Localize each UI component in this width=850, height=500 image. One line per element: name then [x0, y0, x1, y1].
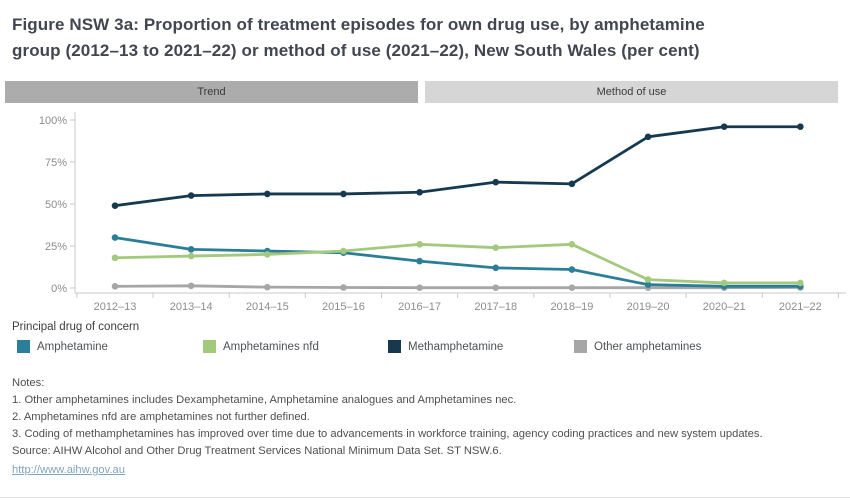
x-tick-label: 2012–13 — [94, 301, 137, 313]
trend-line-chart: 0% 25% 50% 75% 100% 2012–13 2013–14 2014–15 2015… — [0, 108, 850, 320]
view-tab-bar: Trend Method of use — [5, 81, 838, 103]
data-point-methamphetamine[interactable] — [264, 190, 271, 198]
y-tick-label: 50% — [45, 199, 67, 211]
tab-method-of-use[interactable]: Method of use — [425, 81, 838, 103]
x-tick-label: 2016–17 — [398, 301, 441, 313]
y-tick-label: 0% — [51, 283, 67, 295]
data-point-amphetamine[interactable] — [492, 264, 500, 272]
data-point-methamphetamine[interactable] — [111, 202, 119, 209]
notes-heading: Notes: — [12, 377, 45, 389]
data-point-methamphetamine[interactable] — [568, 180, 576, 188]
notes-block: Notes: 1. Other amphetamines includes De… — [12, 375, 804, 479]
legend-title: Principal drug of concern — [12, 321, 140, 333]
source-text: Source: AIHW Alcohol and Other Drug Trea… — [12, 445, 502, 457]
legend-label: Methamphetamine — [408, 340, 504, 353]
data-point-other-amphetamines[interactable] — [416, 284, 423, 291]
data-point-methamphetamine[interactable] — [340, 190, 347, 198]
aihw-link[interactable]: http://www.aihw.gov.au — [12, 464, 125, 476]
data-point-amphetamines-nfd[interactable] — [340, 247, 347, 255]
note-1: 1. Other amphetamines includes Dexamphet… — [12, 394, 517, 406]
data-point-other-amphetamines[interactable] — [568, 284, 576, 291]
data-point-amphetamines-nfd[interactable] — [416, 241, 423, 248]
legend-swatch — [17, 340, 30, 353]
data-point-other-amphetamines[interactable] — [187, 282, 195, 290]
figure-title-line2: group (2012–13 to 2021–22) or method of … — [12, 41, 700, 60]
data-point-amphetamines-nfd[interactable] — [720, 279, 728, 287]
data-point-amphetamines-nfd[interactable] — [797, 279, 804, 287]
legend-swatch — [388, 340, 401, 353]
legend-swatch — [203, 340, 216, 353]
data-point-other-amphetamines[interactable] — [264, 283, 271, 291]
series-line-amphetamines-nfd — [113, 242, 802, 285]
data-point-methamphetamine[interactable] — [416, 188, 423, 196]
y-tick-label: 25% — [45, 241, 67, 253]
data-point-methamphetamine[interactable] — [797, 123, 804, 131]
data-point-methamphetamine[interactable] — [644, 133, 652, 141]
figure-title: Figure NSW 3a: Proportion of treatment e… — [12, 12, 838, 64]
data-point-amphetamines-nfd[interactable] — [492, 244, 500, 251]
legend-label: Other amphetamines — [594, 340, 702, 353]
series-line-amphetamine — [113, 236, 802, 288]
legend-label: Amphetamine — [37, 340, 108, 353]
series-line-methamphetamine — [113, 125, 802, 208]
data-point-methamphetamine[interactable] — [492, 178, 500, 186]
bottom-divider — [0, 497, 850, 498]
data-point-other-amphetamines[interactable] — [111, 283, 119, 290]
x-tick-label: 2020–21 — [703, 301, 746, 313]
data-point-other-amphetamines[interactable] — [340, 284, 347, 291]
legend-item-other-amphetamines[interactable]: Other amphetamines — [574, 340, 701, 353]
data-point-amphetamines-nfd[interactable] — [111, 254, 119, 262]
data-point-other-amphetamines[interactable] — [492, 284, 500, 291]
figure-title-line1: Figure NSW 3a: Proportion of treatment e… — [12, 15, 705, 34]
series-line-other-amphetamines — [113, 284, 802, 290]
data-point-amphetamine[interactable] — [416, 257, 423, 265]
data-point-methamphetamine[interactable] — [187, 192, 195, 199]
y-tick-label: 100% — [39, 115, 67, 127]
legend-label: Amphetamines nfd — [223, 340, 319, 353]
data-point-amphetamines-nfd[interactable] — [644, 276, 652, 283]
x-tick-label: 2018–19 — [550, 301, 593, 313]
x-tick-label: 2015–16 — [322, 301, 365, 313]
x-tick-label: 2013–14 — [170, 301, 213, 313]
data-point-amphetamines-nfd[interactable] — [187, 252, 195, 260]
legend-swatch — [574, 340, 587, 353]
data-point-amphetamines-nfd[interactable] — [568, 241, 576, 248]
x-tick-label: 2014–15 — [246, 301, 289, 313]
legend: Amphetamine Amphetamines nfd Methamphetami… — [0, 340, 850, 358]
legend-item-amphetamines-nfd[interactable]: Amphetamines nfd — [203, 340, 319, 353]
legend-item-methamphetamine[interactable]: Methamphetamine — [388, 340, 503, 353]
data-point-amphetamine[interactable] — [111, 234, 119, 241]
trend-chart-svg: 0% 25% 50% 75% 100% 2012–13 2013–14 2014–15 2015… — [39, 112, 846, 313]
data-point-amphetamine[interactable] — [187, 246, 195, 253]
data-point-amphetamine[interactable] — [568, 266, 576, 273]
legend-item-amphetamine[interactable]: Amphetamine — [17, 340, 108, 353]
y-tick-label: 75% — [45, 157, 67, 169]
data-point-amphetamine[interactable] — [644, 281, 652, 288]
x-tick-label: 2017–18 — [474, 301, 517, 313]
data-point-methamphetamine[interactable] — [720, 123, 728, 131]
note-3: 3. Coding of methamphetamines has improv… — [12, 428, 763, 440]
tab-trend[interactable]: Trend — [5, 81, 418, 103]
data-point-amphetamines-nfd[interactable] — [264, 251, 271, 258]
x-tick-label: 2019–20 — [627, 301, 670, 313]
x-tick-label: 2021–22 — [779, 301, 822, 313]
note-2: 2. Amphetamines nfd are amphetamines not… — [12, 411, 310, 423]
